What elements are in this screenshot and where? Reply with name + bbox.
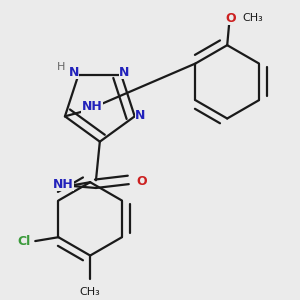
Text: O: O — [226, 12, 236, 25]
Text: N: N — [68, 66, 79, 79]
Text: NH: NH — [53, 178, 74, 190]
Text: O: O — [136, 175, 147, 188]
Text: N: N — [135, 109, 146, 122]
Text: CH₃: CH₃ — [80, 287, 101, 297]
Text: N: N — [119, 66, 130, 79]
Text: CH₃: CH₃ — [243, 13, 263, 23]
Text: Cl: Cl — [17, 235, 30, 248]
Text: H: H — [57, 62, 65, 72]
Text: NH: NH — [82, 100, 102, 113]
